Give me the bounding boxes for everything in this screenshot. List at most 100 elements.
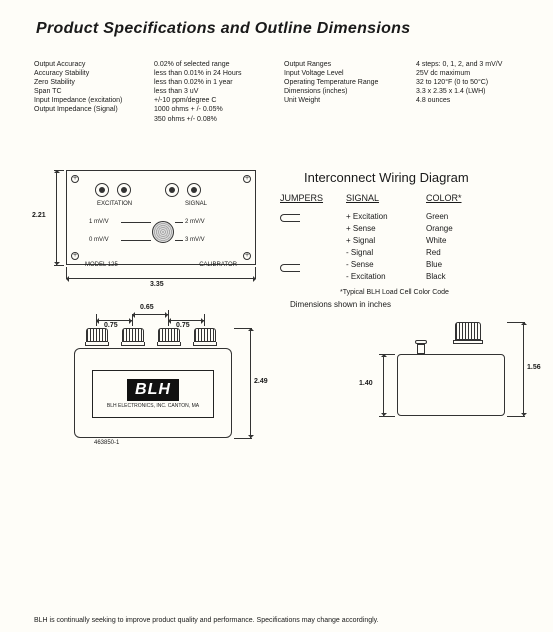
step-3-label: 3 mV/V xyxy=(185,237,205,243)
dimension-front-height xyxy=(250,328,251,438)
center-connector-icon xyxy=(152,221,174,243)
spec-value: 1000 ohms + /- 0.05% xyxy=(154,105,274,114)
wiring-color: White xyxy=(426,236,486,245)
knob-icon xyxy=(158,328,180,346)
spec-label: Operating Temperature Range xyxy=(284,78,406,87)
spec-value: 4 steps: 0, 1, 2, and 3 mV/V xyxy=(416,60,536,69)
wiring-col-signal: SIGNAL + Excitation + Sense + Signal - S… xyxy=(346,193,426,281)
spec-value: less than 0.01% in 24 Hours xyxy=(154,69,274,78)
wiring-header-signal: SIGNAL xyxy=(346,193,426,203)
knob-icon xyxy=(122,328,144,346)
spec-value: 3.3 x 2.35 x 1.4 (LWH) xyxy=(416,87,536,96)
spec-label: Input Impedance (excitation) xyxy=(34,96,144,105)
wiring-footnote: *Typical BLH Load Cell Color Code xyxy=(340,289,520,296)
spec-label: Input Voltage Level xyxy=(284,69,406,78)
front-view-drawing: 0.75 0.65 0.75 BLH BLH ELECTRONICS, INC.… xyxy=(26,304,272,474)
dimension-width-value: 3.35 xyxy=(150,281,164,288)
wiring-color: Red xyxy=(426,248,486,257)
step-2-label: 2 mV/V xyxy=(185,219,205,225)
signal-port-icon xyxy=(187,183,201,197)
dimension-knob-gap xyxy=(168,320,204,321)
side-post xyxy=(417,344,425,354)
wiring-color: Green xyxy=(426,212,486,221)
dimension-side-overall xyxy=(523,322,524,416)
side-body-outline xyxy=(397,354,505,416)
leader-line xyxy=(175,222,183,223)
faceplate-drawing: EXCITATION SIGNAL 1 mV/V 2 mV/V 0 mV/V 3… xyxy=(26,170,262,288)
knob-icon xyxy=(86,328,108,346)
label-subtitle: BLH ELECTRONICS, INC. CANTON, MA xyxy=(107,403,199,409)
wiring-signal: + Signal xyxy=(346,236,426,245)
specifications-block: Output Accuracy Accuracy Stability Zero … xyxy=(34,60,553,124)
spec-label: Unit Weight xyxy=(284,96,406,105)
wiring-col-color: COLOR* Green Orange White Red Blue Black xyxy=(426,193,486,281)
jumper-icon xyxy=(280,264,300,272)
spec-label: Output Ranges xyxy=(284,60,406,69)
leader-line xyxy=(175,240,183,241)
excitation-port-icon xyxy=(117,183,131,197)
screw-icon xyxy=(71,252,79,260)
dimension-height xyxy=(56,170,57,265)
side-knob-base xyxy=(453,340,483,344)
dimension-knob-gap xyxy=(132,314,168,315)
dimension-knob-c-value: 0.65 xyxy=(140,304,154,311)
dimension-side-body xyxy=(383,354,384,416)
wiring-color: Orange xyxy=(426,224,486,233)
wiring-color: Black xyxy=(426,272,486,281)
footer-note: BLH is continually seeking to improve pr… xyxy=(34,617,379,624)
spec-values-right: 4 steps: 0, 1, 2, and 3 mV/V 25V dc maxi… xyxy=(416,60,536,124)
wiring-signal: - Excitation xyxy=(346,272,426,281)
spec-label: Dimensions (inches) xyxy=(284,87,406,96)
side-view-drawing: 1.40 1.56 xyxy=(333,304,553,474)
model-label: MODEL 125 xyxy=(85,262,118,268)
spec-value: 0.02% of selected range xyxy=(154,60,274,69)
spec-value: 4.8 ounces xyxy=(416,96,536,105)
step-0-label: 0 mV/V xyxy=(89,237,109,243)
wiring-diagram: Interconnect Wiring Diagram JUMPERS SIGN… xyxy=(280,170,520,296)
side-knob-icon xyxy=(455,322,481,340)
screw-icon xyxy=(243,252,251,260)
wiring-title: Interconnect Wiring Diagram xyxy=(304,170,520,185)
dimension-knob-gap xyxy=(96,320,132,321)
wiring-header-color: COLOR* xyxy=(426,193,486,203)
blh-logo: BLH xyxy=(127,379,179,401)
wiring-signal: + Excitation xyxy=(346,212,426,221)
wiring-table: JUMPERS SIGNAL + Excitation + Sense + Si… xyxy=(280,193,520,281)
signal-label: SIGNAL xyxy=(185,201,207,207)
spec-label: Span TC xyxy=(34,87,144,96)
spec-value: 25V dc maximum xyxy=(416,69,536,78)
spec-label: Output Impedance (Signal) xyxy=(34,105,144,114)
screw-icon xyxy=(71,175,79,183)
spec-value: 32 to 120°F (0 to 50°C) xyxy=(416,78,536,87)
knob-row xyxy=(86,328,216,346)
page-title: Product Specifications and Outline Dimen… xyxy=(36,20,553,38)
excitation-label: EXCITATION xyxy=(97,201,132,207)
leader-line xyxy=(121,240,151,241)
label-plate: BLH BLH ELECTRONICS, INC. CANTON, MA xyxy=(92,370,214,418)
spec-label: Output Accuracy xyxy=(34,60,144,69)
spec-value: less than 3 uV xyxy=(154,87,274,96)
dimension-height-value: 2.21 xyxy=(32,212,46,219)
spec-labels-left: Output Accuracy Accuracy Stability Zero … xyxy=(34,60,144,124)
screw-icon xyxy=(243,175,251,183)
spec-label: Accuracy Stability xyxy=(34,69,144,78)
spec-values-left: 0.02% of selected range less than 0.01% … xyxy=(154,60,274,124)
calibrator-label: CALIBRATOR xyxy=(199,262,237,268)
faceplate-outline: EXCITATION SIGNAL 1 mV/V 2 mV/V 0 mV/V 3… xyxy=(66,170,256,265)
part-number: 463850-1 xyxy=(94,440,119,446)
leader-line xyxy=(121,222,151,223)
wiring-color: Blue xyxy=(426,260,486,269)
wiring-signal: - Sense xyxy=(346,260,426,269)
step-1-label: 1 mV/V xyxy=(89,219,109,225)
spec-value: 350 ohms +/- 0.08% xyxy=(154,115,274,124)
dimension-front-height-value: 2.49 xyxy=(254,378,268,385)
wiring-signal: + Sense xyxy=(346,224,426,233)
spec-value: +/-10 ppm/degree C xyxy=(154,96,274,105)
dimension-side-body-value: 1.40 xyxy=(359,380,373,387)
knob-icon xyxy=(194,328,216,346)
wiring-header-jumpers: JUMPERS xyxy=(280,193,346,203)
spec-value: less than 0.02% in 1 year xyxy=(154,78,274,87)
dimension-side-overall-value: 1.56 xyxy=(527,364,541,371)
spec-labels-right: Output Ranges Input Voltage Level Operat… xyxy=(284,60,406,124)
spec-label: Zero Stability xyxy=(34,78,144,87)
